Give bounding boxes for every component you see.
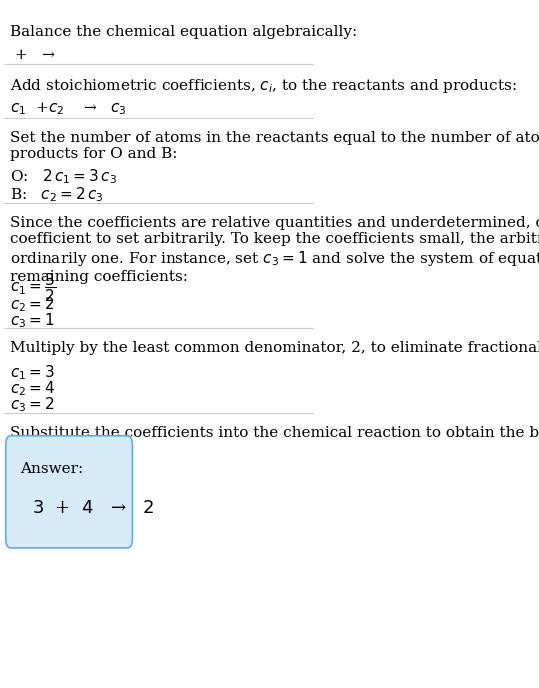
Text: $c_2 = 2$: $c_2 = 2$ bbox=[10, 295, 55, 314]
Text: Multiply by the least common denominator, 2, to eliminate fractional coefficient: Multiply by the least common denominator… bbox=[10, 341, 539, 354]
Text: $c_2 = 4$: $c_2 = 4$ bbox=[10, 379, 56, 398]
Text: $3$  +  $4$   →   $2$: $3$ + $4$ → $2$ bbox=[32, 499, 154, 517]
Text: $c_1 = \dfrac{3}{2}$: $c_1 = \dfrac{3}{2}$ bbox=[10, 271, 57, 304]
Text: $c_1 = 3$: $c_1 = 3$ bbox=[10, 363, 55, 382]
Text: Answer:: Answer: bbox=[19, 462, 83, 475]
Text: $c_1$  +$c_2$    →   $c_3$: $c_1$ +$c_2$ → $c_3$ bbox=[10, 100, 127, 118]
Text: O:   $2\,c_1 = 3\,c_3$: O: $2\,c_1 = 3\,c_3$ bbox=[10, 167, 118, 186]
FancyBboxPatch shape bbox=[6, 436, 133, 548]
Text: Since the coefficients are relative quantities and underdetermined, choose a
coe: Since the coefficients are relative quan… bbox=[10, 216, 539, 284]
Text: +   →: + → bbox=[10, 48, 56, 63]
Text: Substitute the coefficients into the chemical reaction to obtain the balanced
eq: Substitute the coefficients into the che… bbox=[10, 427, 539, 456]
Text: Add stoichiometric coefficients, $c_i$, to the reactants and products:: Add stoichiometric coefficients, $c_i$, … bbox=[10, 77, 517, 95]
Text: $c_3 = 1$: $c_3 = 1$ bbox=[10, 312, 55, 330]
Text: Balance the chemical equation algebraically:: Balance the chemical equation algebraica… bbox=[10, 25, 357, 39]
Text: $c_3 = 2$: $c_3 = 2$ bbox=[10, 396, 55, 414]
Text: Set the number of atoms in the reactants equal to the number of atoms in the
pro: Set the number of atoms in the reactants… bbox=[10, 131, 539, 161]
Text: B:   $c_2 = 2\,c_3$: B: $c_2 = 2\,c_3$ bbox=[10, 186, 104, 204]
